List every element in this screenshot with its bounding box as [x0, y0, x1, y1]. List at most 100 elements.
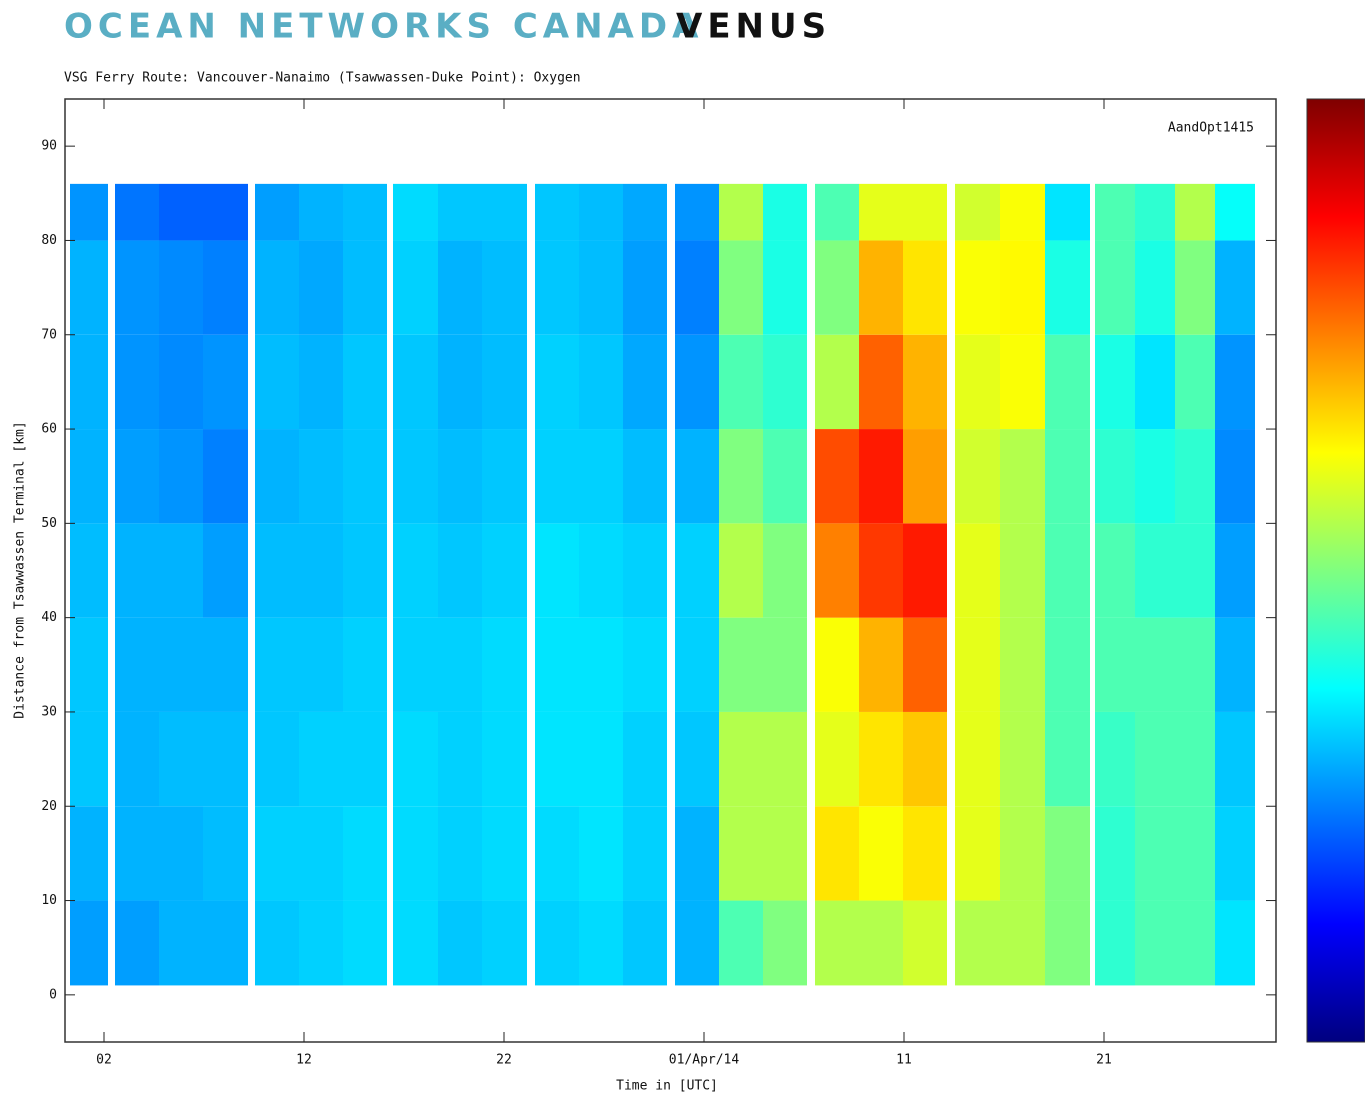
cell — [1045, 429, 1090, 524]
cell — [438, 617, 482, 712]
cell — [299, 240, 343, 335]
cell — [482, 334, 527, 430]
cell — [1045, 240, 1090, 335]
cell — [675, 183, 719, 241]
x-tick-label: 22 — [496, 1053, 512, 1068]
cell — [579, 334, 623, 430]
cell — [299, 523, 343, 618]
cell — [955, 900, 1000, 986]
cell — [815, 429, 859, 524]
cell — [955, 523, 1000, 618]
cell — [438, 806, 482, 901]
cell — [1135, 523, 1175, 618]
cell — [1175, 183, 1215, 241]
cell — [1095, 900, 1135, 986]
cell — [579, 617, 623, 712]
cell — [299, 900, 343, 986]
cell — [675, 523, 719, 618]
cell — [1045, 806, 1090, 901]
cell — [203, 900, 248, 986]
cell — [1175, 334, 1215, 430]
cell — [675, 617, 719, 712]
cell — [1045, 523, 1090, 618]
cell — [903, 806, 947, 901]
brand: OCEAN NETWORKS CANADA — [64, 7, 703, 47]
cell — [255, 900, 299, 986]
cell — [482, 711, 527, 807]
cell — [299, 183, 343, 241]
cell — [1175, 711, 1215, 807]
cell — [579, 711, 623, 807]
cell — [70, 711, 108, 807]
cell — [70, 429, 108, 524]
cell — [763, 183, 807, 241]
colorbar — [1306, 98, 1365, 1043]
cell — [203, 523, 248, 618]
cell — [903, 240, 947, 335]
cell — [763, 711, 807, 807]
cell — [815, 334, 859, 430]
cell — [1095, 617, 1135, 712]
cell — [203, 240, 248, 335]
cell — [115, 240, 159, 335]
cell — [159, 523, 203, 618]
cell — [675, 806, 719, 901]
cell — [115, 334, 159, 430]
cell — [719, 711, 763, 807]
cell — [719, 240, 763, 335]
cell — [1045, 617, 1090, 712]
y-tick-label: 10 — [41, 893, 57, 908]
y-axis-label: Distance from Tsawwassen Terminal [km] — [13, 421, 28, 718]
cell — [299, 617, 343, 712]
cell — [579, 183, 623, 241]
cell — [1215, 711, 1255, 807]
cell — [719, 617, 763, 712]
cell — [903, 900, 947, 986]
cell — [70, 334, 108, 430]
cell — [535, 617, 579, 712]
cell — [159, 183, 203, 241]
cell — [482, 183, 527, 241]
cell — [1135, 429, 1175, 524]
cell — [859, 900, 903, 986]
cell — [1095, 523, 1135, 618]
cell — [438, 334, 482, 430]
cell — [1175, 240, 1215, 335]
cell — [393, 334, 438, 430]
cell — [763, 429, 807, 524]
cell — [438, 183, 482, 241]
cell — [815, 183, 859, 241]
cell — [343, 617, 387, 712]
x-tick-label: 11 — [896, 1053, 912, 1068]
cell — [903, 617, 947, 712]
cell — [623, 334, 667, 430]
cell — [1215, 523, 1255, 618]
cell — [115, 523, 159, 618]
cell — [535, 240, 579, 335]
cell — [815, 240, 859, 335]
cell — [763, 900, 807, 986]
cell — [1135, 240, 1175, 335]
cell — [675, 900, 719, 986]
cell — [343, 429, 387, 524]
cell — [1095, 183, 1135, 241]
cell — [1215, 806, 1255, 901]
cell — [115, 711, 159, 807]
cell — [393, 429, 438, 524]
cell — [255, 183, 299, 241]
cell — [159, 240, 203, 335]
cell — [393, 711, 438, 807]
cell — [299, 429, 343, 524]
cell — [903, 183, 947, 241]
cell — [203, 806, 248, 901]
cell — [203, 183, 248, 241]
cell — [535, 711, 579, 807]
cell — [115, 183, 159, 241]
cell — [955, 806, 1000, 901]
y-tick-label: 40 — [41, 610, 57, 625]
axes: 02 12 22 01/Apr/14 11 21 0 10 20 30 40 50 60 70 80 90 — [41, 99, 1276, 1068]
cell — [1000, 334, 1045, 430]
y-tick-label: 90 — [41, 139, 57, 154]
cell — [1215, 900, 1255, 986]
cell — [955, 429, 1000, 524]
